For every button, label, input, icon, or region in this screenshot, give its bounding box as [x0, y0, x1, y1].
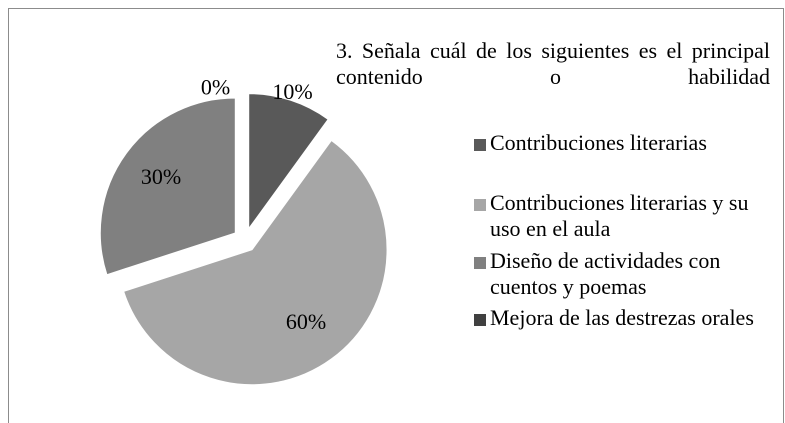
data-label: 10%	[272, 79, 312, 104]
legend-item: Contribuciones literarias y su uso en el…	[474, 190, 784, 242]
chart-frame	[8, 8, 784, 423]
legend-item: Mejora de las destrezas orales	[474, 305, 784, 331]
legend-swatch	[474, 257, 486, 269]
legend-swatch	[474, 199, 486, 211]
legend-label: Contribuciones literarias	[490, 130, 707, 155]
data-label: 30%	[141, 164, 181, 189]
pie-slice	[99, 97, 236, 276]
pie-slice	[248, 93, 329, 231]
legend-label: Contribuciones literarias y su uso en el…	[490, 190, 749, 241]
legend-swatch	[474, 139, 486, 151]
data-label: 60%	[286, 309, 326, 334]
legend-label: Diseño de actividades con cuentos y poem…	[490, 248, 721, 299]
data-label: 0%	[201, 74, 230, 99]
legend-item: Contribuciones literarias	[474, 130, 784, 156]
chart-title: 3. Señala cuál de los siguientes es el p…	[336, 38, 770, 89]
legend-item: Diseño de actividades con cuentos y poem…	[474, 248, 784, 300]
legend-label: Mejora de las destrezas orales	[490, 305, 754, 330]
pie-slice	[123, 139, 388, 386]
legend-swatch	[474, 314, 486, 326]
